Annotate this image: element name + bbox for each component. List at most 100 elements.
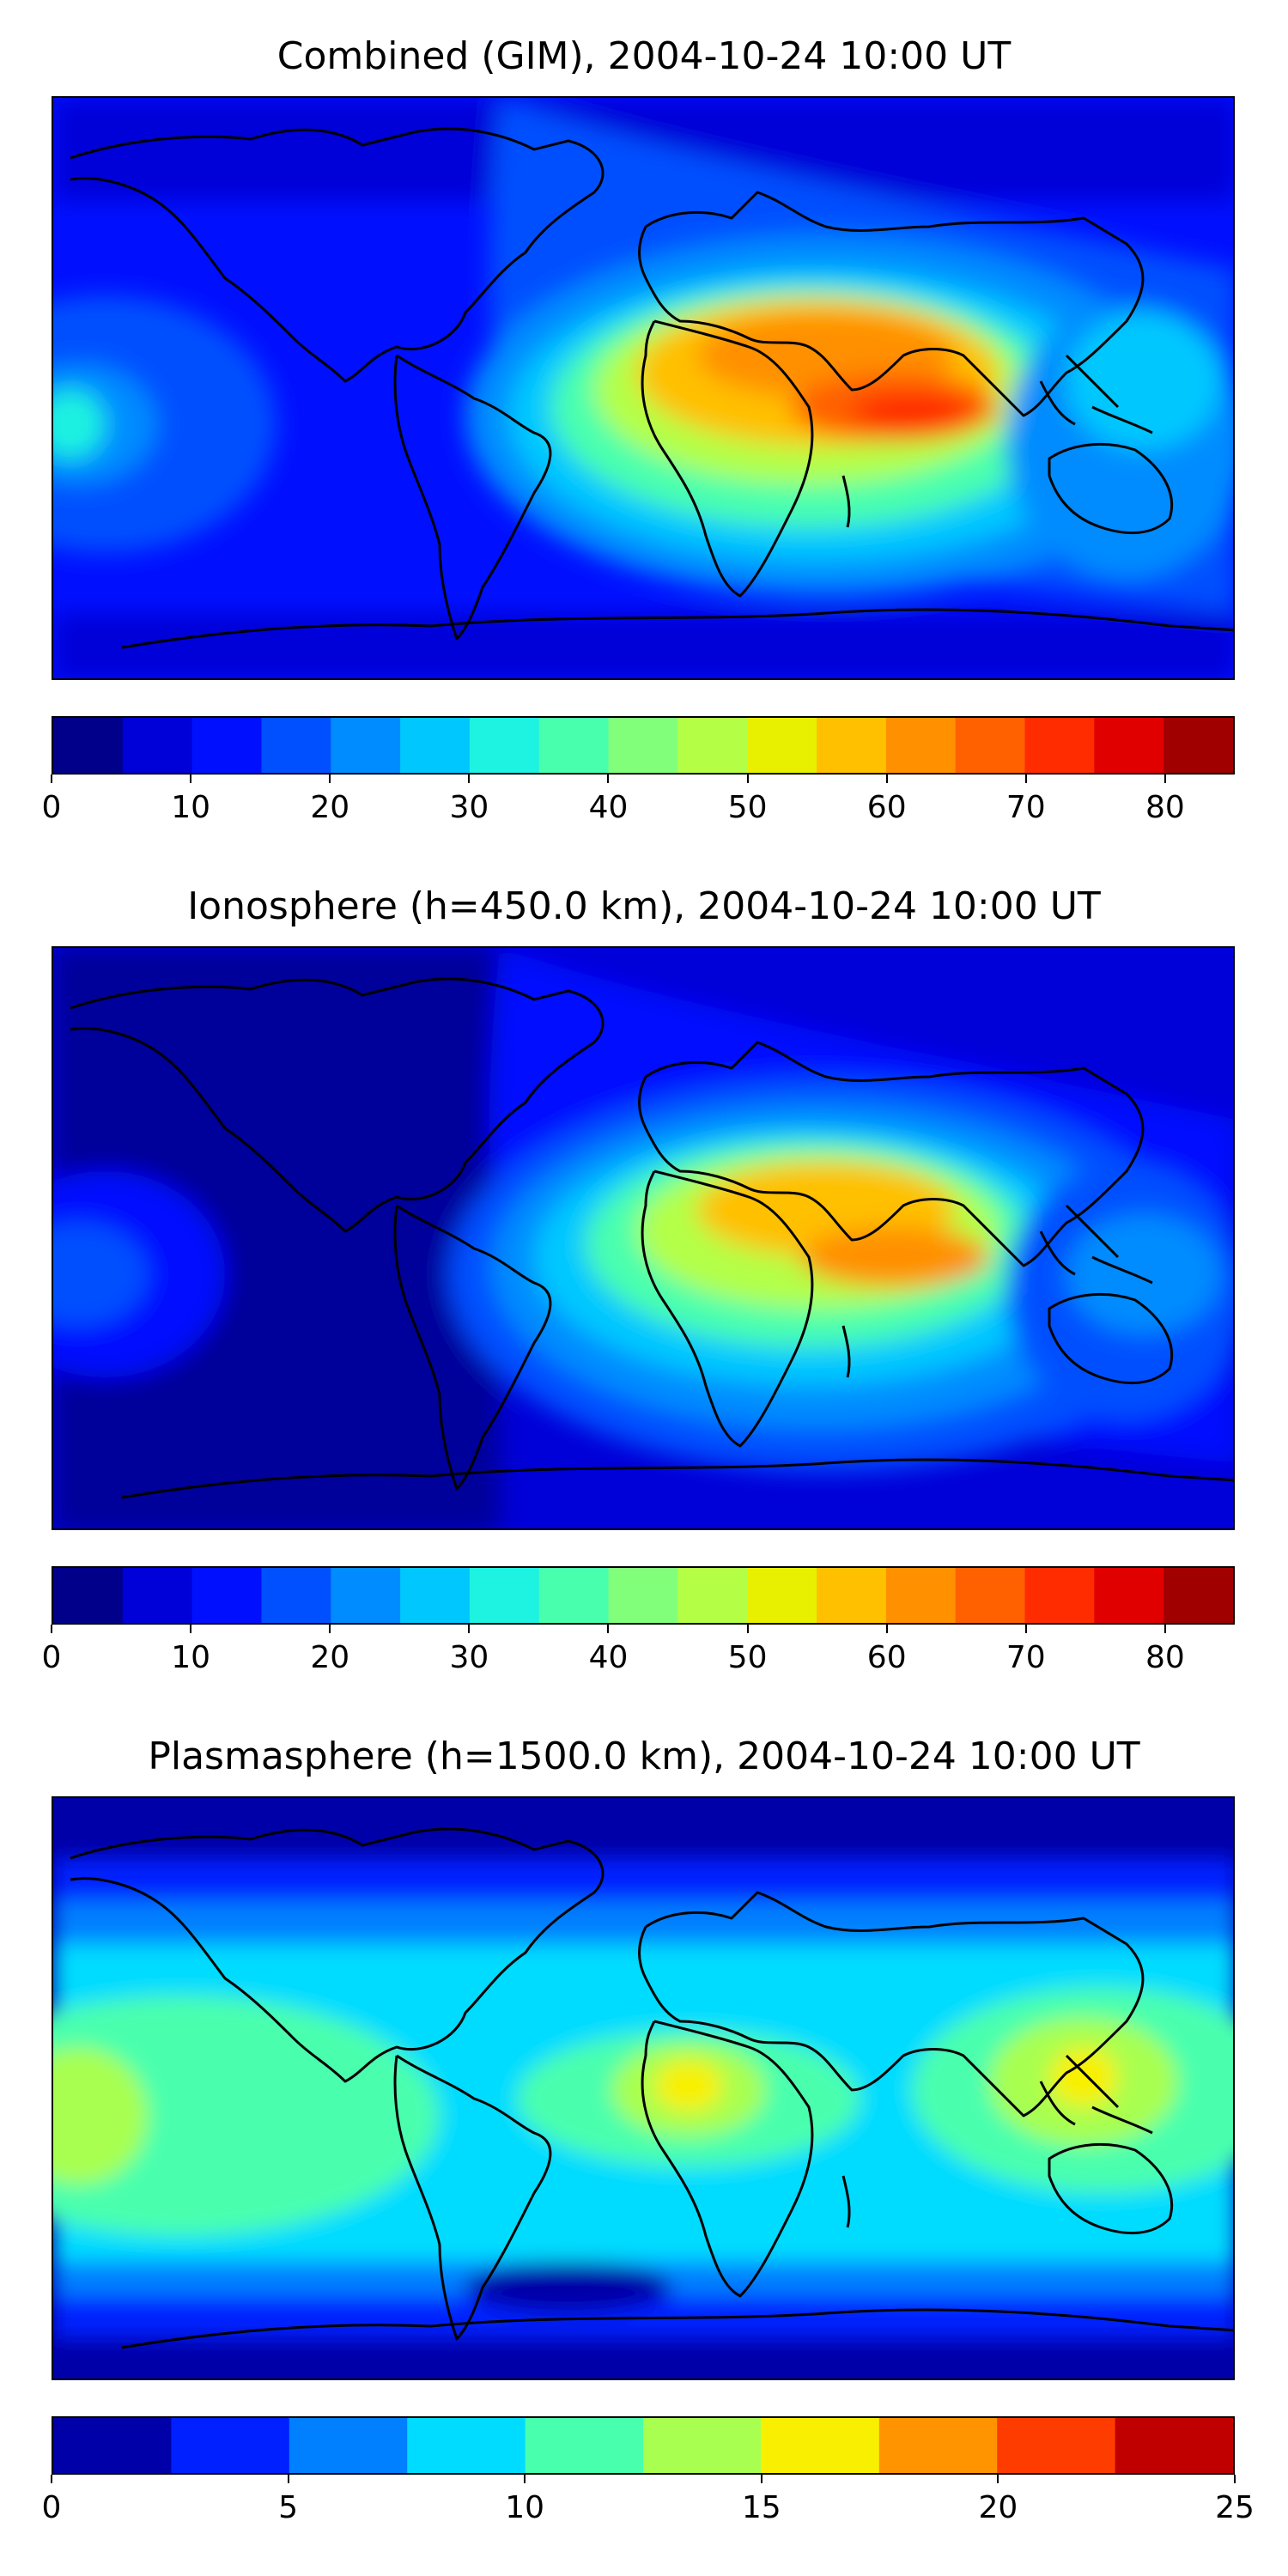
tick-mark	[885, 775, 888, 783]
tick-mark	[468, 775, 471, 783]
tick-label: 25	[1215, 2490, 1255, 2525]
tick-label: 40	[588, 1640, 629, 1675]
colorbar-ticks-ionosphere: 0 10 20 30 40 50 60 70 80	[42, 1625, 1235, 1676]
tick-mark	[51, 2475, 52, 2483]
tick-label: 20	[310, 790, 350, 825]
map-ionosphere	[52, 946, 1235, 1530]
colorbar-segment	[885, 1568, 957, 1623]
panel-title-combined: Combined (GIM), 2004-10-24 10:00 UT	[276, 34, 1012, 78]
colorbar-segment	[1024, 1568, 1095, 1623]
colorbar-segment	[261, 718, 331, 773]
colorbar-segment	[261, 1568, 331, 1623]
tick-label: 30	[449, 790, 489, 825]
tick-mark	[1163, 1625, 1166, 1633]
colorbar-segment	[469, 1568, 540, 1623]
tick-mark	[746, 1625, 749, 1633]
tick-label: 70	[1005, 1640, 1046, 1675]
colorbar-segment	[525, 2418, 644, 2473]
tick-mark	[51, 775, 52, 783]
tick-mark	[746, 775, 749, 783]
tick-label: 50	[727, 1640, 768, 1675]
tick-label: 80	[1145, 1640, 1185, 1675]
colorbar-segment	[817, 718, 887, 773]
colorbar-segment	[1094, 718, 1164, 773]
colorbar-segment	[331, 1568, 401, 1623]
tick-label: 10	[505, 2490, 545, 2525]
colorbar-segment	[608, 1568, 679, 1623]
tick-mark	[1024, 1625, 1027, 1633]
tick-label: 0	[41, 1640, 62, 1675]
tick-label: 50	[727, 790, 768, 825]
colorbar-segment	[1115, 2418, 1233, 2473]
tick-label: 60	[866, 790, 907, 825]
tick-label: 5	[278, 2490, 299, 2525]
panel-title-ionosphere: Ionosphere (h=450.0 km), 2004-10-24 10:0…	[187, 884, 1101, 928]
colorbar-segment	[53, 718, 124, 773]
tick-label: 40	[588, 790, 629, 825]
colorbar-segment	[331, 718, 401, 773]
colorbar-segment	[122, 718, 193, 773]
colorbar-segment	[1163, 1568, 1233, 1623]
colorbar-segment	[885, 718, 957, 773]
tick-label: 30	[449, 1640, 489, 1675]
colorbar-ticks-plasmasphere: 0 5 10 15 20 25	[42, 2475, 1255, 2526]
colorbar-plasmasphere	[52, 2416, 1235, 2475]
colorbar-segment	[997, 2418, 1116, 2473]
tick-label: 15	[741, 2490, 781, 2525]
tick-mark	[607, 775, 610, 783]
tick-mark	[1024, 775, 1027, 783]
tick-mark	[190, 775, 192, 783]
colorbar-ionosphere	[52, 1566, 1235, 1625]
colorbar-segment	[407, 2418, 526, 2473]
tick-label: 10	[171, 1640, 211, 1675]
colorbar-segment	[53, 2418, 172, 2473]
colorbar-segment	[878, 2418, 998, 2473]
colorbar-segment	[191, 718, 263, 773]
tick-mark	[524, 2475, 526, 2483]
colorbar-segment	[677, 1568, 748, 1623]
colorbar-segment	[955, 1568, 1026, 1623]
colorbar-segment	[538, 1568, 610, 1623]
colorbar-ticks-combined: 0 10 20 30 40 50 60 70 80	[42, 775, 1235, 826]
colorbar-segment	[1024, 718, 1095, 773]
tick-label: 20	[978, 2490, 1018, 2525]
colorbar-segment	[643, 2418, 762, 2473]
colorbar-segment	[400, 1568, 471, 1623]
colorbar-segment	[747, 1568, 817, 1623]
tick-mark	[329, 775, 331, 783]
tick-mark	[287, 2475, 289, 2483]
colorbar-segment	[171, 2418, 290, 2473]
map-combined	[52, 96, 1235, 680]
colorbar-segment	[538, 718, 610, 773]
colorbar-segment	[1094, 1568, 1164, 1623]
tick-mark	[760, 2475, 762, 2483]
tick-mark	[997, 2475, 999, 2483]
tick-label: 0	[41, 790, 62, 825]
tick-mark	[1234, 2475, 1236, 2483]
tick-mark	[51, 1625, 52, 1633]
tick-label: 10	[171, 790, 211, 825]
tick-mark	[329, 1625, 331, 1633]
colorbar-segment	[289, 2418, 408, 2473]
colorbar-segment	[955, 718, 1026, 773]
tick-label: 80	[1145, 790, 1185, 825]
colorbar-segment	[400, 718, 471, 773]
tick-label: 20	[310, 1640, 350, 1675]
tick-label: 70	[1005, 790, 1046, 825]
tick-mark	[190, 1625, 192, 1633]
colorbar-segment	[122, 1568, 193, 1623]
colorbar-combined	[52, 716, 1235, 775]
colorbar-segment	[761, 2418, 880, 2473]
colorbar-segment	[1163, 718, 1233, 773]
tick-mark	[607, 1625, 610, 1633]
tick-mark	[468, 1625, 471, 1633]
colorbar-segment	[608, 718, 679, 773]
colorbar-segment	[53, 1568, 124, 1623]
colorbar-segment	[677, 718, 748, 773]
colorbar-segment	[747, 718, 817, 773]
colorbar-segment	[469, 718, 540, 773]
panel-title-plasmasphere: Plasmasphere (h=1500.0 km), 2004-10-24 1…	[148, 1735, 1140, 1778]
tick-label: 0	[41, 2490, 62, 2525]
colorbar-segment	[817, 1568, 887, 1623]
colorbar-segment	[191, 1568, 263, 1623]
